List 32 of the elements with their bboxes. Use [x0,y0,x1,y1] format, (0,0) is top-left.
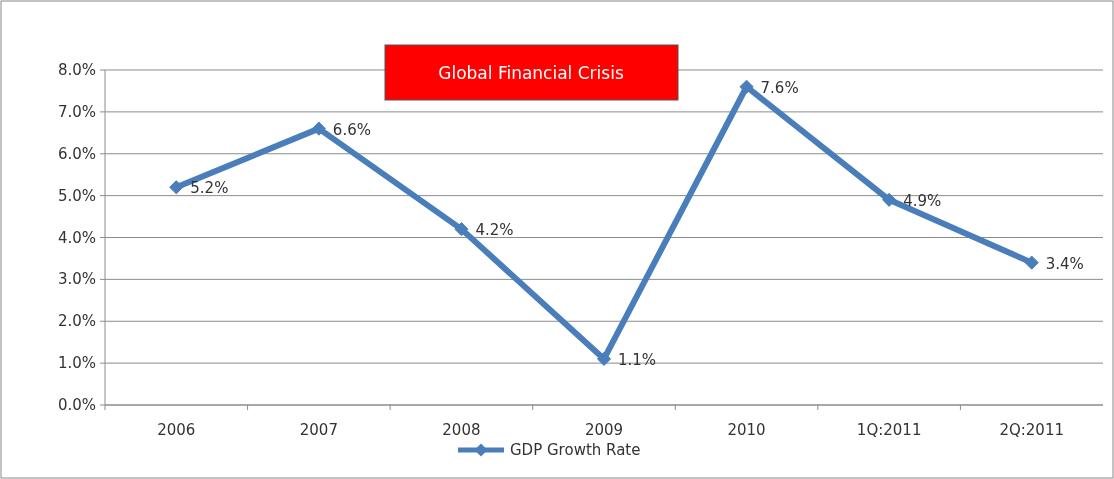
y-tick-label: 1.0% [57,354,96,373]
point [169,180,184,195]
x-tick-label: 2008 [442,421,481,439]
data-label: 1.1% [618,350,657,369]
point [1024,255,1039,270]
data-label: 3.4% [1045,254,1084,273]
x-tick-label: 1Q:2011 [856,421,922,439]
point [311,121,326,136]
x-tick-label: 2006 [157,421,196,439]
y-tick-label: 6.0% [57,144,96,163]
data-label: 4.9% [903,191,942,210]
data-label: 5.2% [190,179,229,198]
legend-label: GDP Growth Rate [510,441,641,459]
point [454,222,469,237]
y-tick-label: 4.0% [57,228,96,247]
annotation: Global Financial Crisis [438,63,624,83]
y-tick-label: 7.0% [57,102,96,121]
y-tick-label: 0.0% [57,396,96,414]
y-tick-label: 3.0% [57,270,96,289]
y-tick-label: 2.0% [57,312,96,331]
x-tick-label: 2010 [727,421,766,439]
y-tick-label: 5.0% [57,186,96,205]
x-tick-label: 2009 [584,421,624,439]
y-tick-label: 8.0% [57,61,96,79]
data-label: 6.6% [332,120,371,139]
point [882,192,897,207]
point [596,351,612,367]
x-tick-label: 2007 [299,421,338,439]
x-tick-label: 2Q:2011 [999,421,1064,439]
data-label: 4.2% [475,221,514,240]
point [739,79,754,94]
data-label: 7.6% [760,78,799,97]
